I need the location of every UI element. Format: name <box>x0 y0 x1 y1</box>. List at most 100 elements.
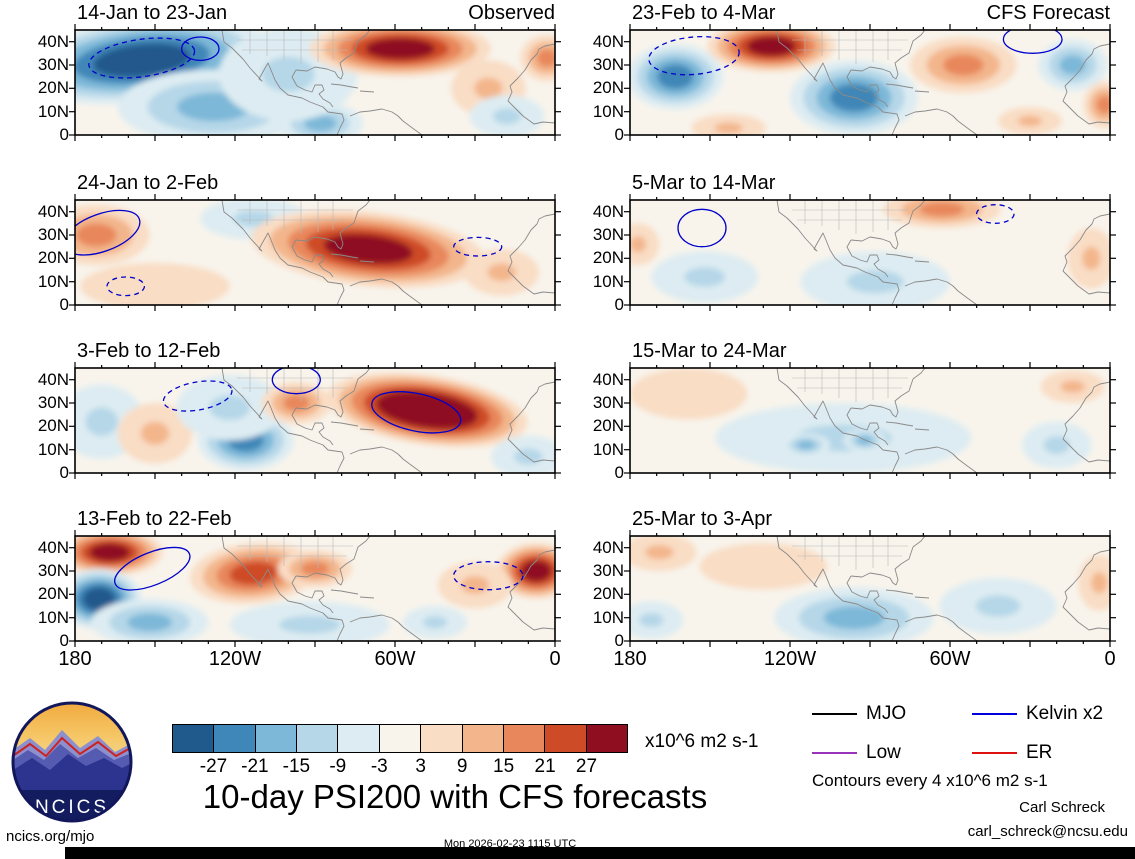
lat-tick-label: 10N <box>37 271 69 291</box>
lat-tick-label: 20N <box>592 78 624 98</box>
contour-note: Contours every 4 x10^6 m2 s-1 <box>812 771 1048 790</box>
anomaly-shading <box>630 30 1110 135</box>
kelvin-contour <box>975 204 1015 224</box>
legend-line <box>812 712 857 716</box>
map-svg <box>624 24 1116 141</box>
anomaly-shading <box>75 200 539 305</box>
colorbar-wrap: -27 -21 -15 -9 -3 3 9 15 21 27 <box>172 724 628 780</box>
colorbar-tick-label: -3 <box>370 756 388 777</box>
map-panel: 5-Mar to 14-Mar 40N 30N 20N 10N 0 <box>593 172 1116 314</box>
colorbar-segment <box>214 725 256 752</box>
colorbar-segment <box>379 725 422 752</box>
coastlines <box>776 368 1110 473</box>
lat-tick-label: 0 <box>614 125 624 144</box>
colorbar-segment <box>545 725 587 752</box>
lat-tick-label: 10N <box>592 101 624 121</box>
kelvin-contour <box>453 236 503 257</box>
colorbar-segment <box>338 725 380 752</box>
panel-title: 13-Feb to 22-Feb <box>77 508 232 530</box>
colorbar-segment <box>421 725 463 752</box>
lon-tick-label: 180 <box>613 648 647 670</box>
map-svg <box>69 530 561 647</box>
axis-ticks <box>624 194 1116 311</box>
map-svg <box>69 24 561 141</box>
kelvin-contour <box>371 391 462 434</box>
legend-item: MJO <box>812 703 964 725</box>
lat-tick-label: 30N <box>37 561 69 580</box>
lat-tick-label: 40N <box>592 369 624 389</box>
lon-tick-label: 0 <box>549 648 561 670</box>
colorbar-tick-label: 9 <box>456 756 468 777</box>
author-credit: Carl Schreck <box>1019 799 1105 816</box>
lat-tick-label: 0 <box>59 631 69 650</box>
kelvin-contour <box>677 208 727 248</box>
kelvin-contour <box>114 546 191 591</box>
kelvin-contour <box>271 368 321 395</box>
legend-line <box>972 751 1017 755</box>
lat-tick-label: 30N <box>592 393 624 412</box>
lat-tick-label: 30N <box>592 561 624 580</box>
map-panel: 14-Jan to 23-Jan Observed 40N 30N 20N 10N 0 <box>38 2 561 144</box>
ncics-logo: NCICS <box>10 700 134 824</box>
colorbar-tick-label: -15 <box>282 756 311 777</box>
colorbar-tick-label: -9 <box>329 756 347 777</box>
column-header: Observed <box>468 2 555 24</box>
map-svg <box>624 530 1116 647</box>
colorbar-tick-label: 3 <box>415 756 426 777</box>
legend-label: ER <box>1026 742 1053 763</box>
lon-tick-label: 120W <box>763 648 817 670</box>
axis-ticks <box>624 24 1116 141</box>
lat-tick-label: 40N <box>37 31 69 51</box>
lat-tick-label: 40N <box>592 201 624 221</box>
kelvin-contour <box>75 209 141 256</box>
colorbar-tick-labels: -27 -21 -15 -9 -3 3 9 15 21 27 <box>172 756 628 780</box>
lat-tick-label: 30N <box>37 393 69 412</box>
colorbar <box>172 724 628 753</box>
colorbar-tick-label: -27 <box>199 756 228 777</box>
panel-title: 14-Jan to 23-Jan <box>77 2 228 24</box>
coastlines <box>221 368 555 473</box>
author-email: carl_schreck@ncsu.edu <box>967 823 1128 840</box>
colorbar-segment <box>173 725 215 752</box>
map-panel: 24-Jan to 2-Feb 40N 30N 20N 10N 0 <box>38 172 561 314</box>
panel-title: 25-Mar to 3-Apr <box>632 508 773 530</box>
lat-tick-label: 0 <box>614 631 624 650</box>
map-svg <box>69 362 561 479</box>
lat-tick-label: 10N <box>37 439 69 459</box>
kelvin-contour <box>648 36 740 76</box>
panel-title: 5-Mar to 14-Mar <box>632 172 776 194</box>
legend-label: Low <box>866 742 901 763</box>
colorbar-segment <box>297 725 339 752</box>
kelvin-contour <box>452 561 524 591</box>
panel-title: 3-Feb to 12-Feb <box>77 340 221 362</box>
colorbar-segment <box>462 725 504 752</box>
lat-tick-label: 20N <box>37 416 69 436</box>
coastlines <box>221 200 555 305</box>
lat-tick-label: 10N <box>592 439 624 459</box>
kelvin-contour <box>180 36 220 62</box>
lat-tick-label: 20N <box>592 416 624 436</box>
lat-tick-label: 40N <box>37 537 69 557</box>
panel-title: 15-Mar to 24-Mar <box>632 340 787 362</box>
legend-item: Kelvin x2 <box>972 703 1124 725</box>
legend-label: MJO <box>866 703 907 724</box>
colorbar-units-label: x10^6 m2 s-1 <box>645 731 759 752</box>
lon-tick-label: 0 <box>1104 648 1116 670</box>
ncics-logo-text: NCICS <box>35 797 109 818</box>
contour-legend: MJO Kelvin x2 Low ER <box>812 703 1124 764</box>
axis-ticks <box>624 362 1116 479</box>
lat-tick-label: 20N <box>592 248 624 268</box>
panel-title: 24-Jan to 2-Feb <box>77 172 219 194</box>
lat-tick-label: 10N <box>37 607 69 627</box>
map-panel: 15-Mar to 24-Mar 40N 30N 20N 10N 0 <box>593 340 1116 482</box>
legend-item: ER <box>972 742 1124 764</box>
colorbar-segment <box>503 725 546 752</box>
colorbar-tick-label: -21 <box>241 756 269 777</box>
coastlines <box>776 30 1110 135</box>
map-panel: 13-Feb to 22-Feb 40N 30N 20N 10N 0 180 120W 60W 0 <box>38 508 561 670</box>
figure-title: 10-day PSI200 with CFS forecasts <box>202 778 708 815</box>
map-panel: 25-Mar to 3-Apr 40N 30N 20N 10N 0 180 120W 60W 0 <box>593 508 1116 670</box>
lat-tick-label: 40N <box>592 537 624 557</box>
column-header: CFS Forecast <box>986 2 1110 24</box>
